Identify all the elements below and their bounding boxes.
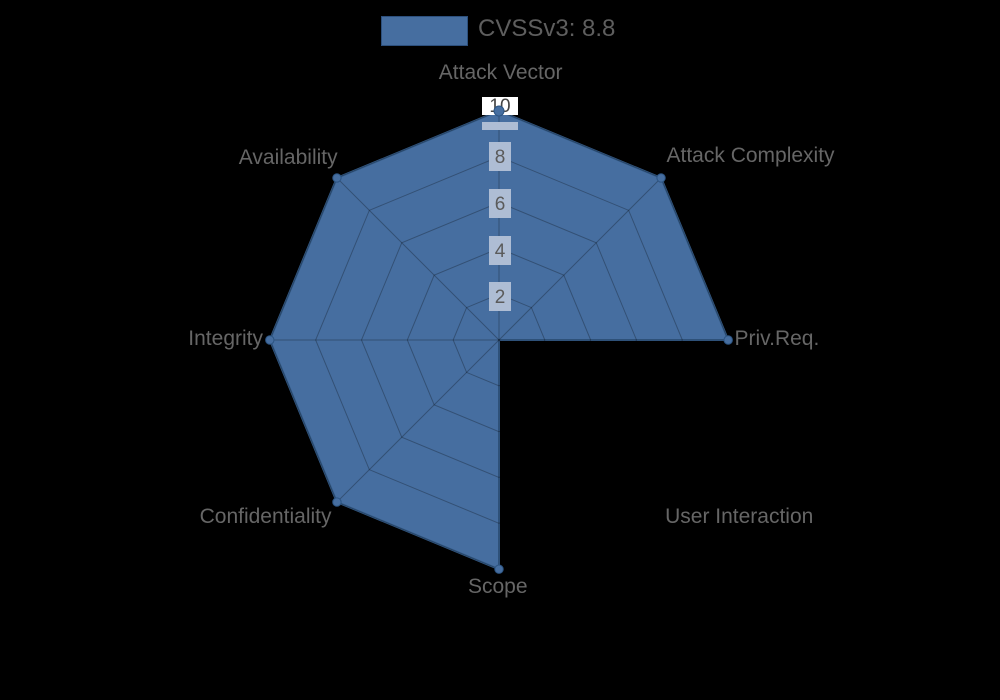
svg-text:6: 6: [495, 194, 506, 215]
svg-text:8: 8: [495, 147, 506, 168]
svg-text:4: 4: [495, 241, 506, 262]
svg-text:2: 2: [495, 287, 506, 308]
